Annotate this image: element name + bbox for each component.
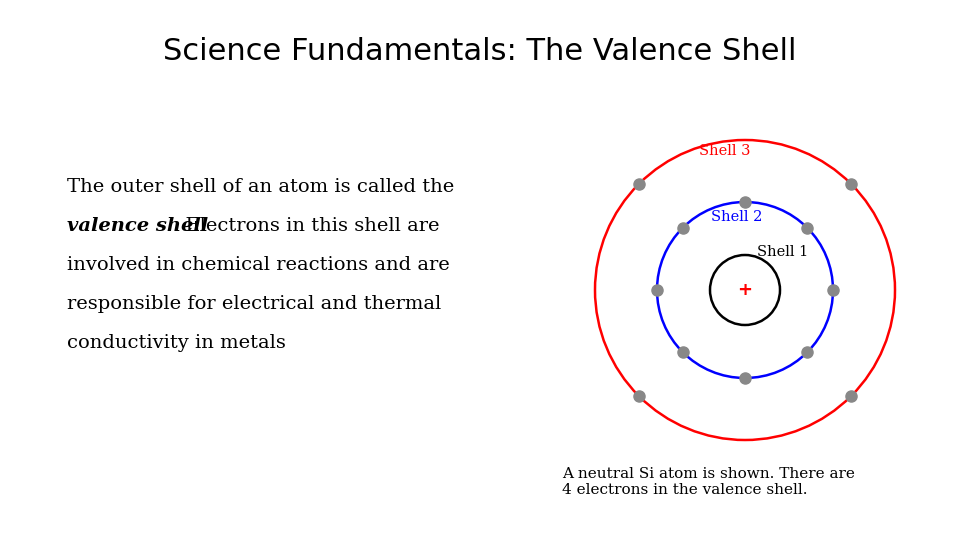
Text: The outer shell of an atom is called the: The outer shell of an atom is called the: [67, 178, 454, 196]
Text: Shell 3: Shell 3: [699, 144, 751, 158]
Text: Shell 1: Shell 1: [757, 245, 808, 259]
Text: involved in chemical reactions and are: involved in chemical reactions and are: [67, 256, 450, 274]
Text: . Electrons in this shell are: . Electrons in this shell are: [173, 217, 440, 235]
Text: Shell 2: Shell 2: [711, 210, 762, 224]
Text: A neutral Si atom is shown. There are
4 electrons in the valence shell.: A neutral Si atom is shown. There are 4 …: [562, 467, 854, 497]
Text: conductivity in metals: conductivity in metals: [67, 334, 286, 352]
Text: valence shell: valence shell: [67, 217, 208, 235]
Text: responsible for electrical and thermal: responsible for electrical and thermal: [67, 295, 442, 313]
Text: Science Fundamentals: The Valence Shell: Science Fundamentals: The Valence Shell: [163, 37, 797, 66]
Text: +: +: [737, 281, 753, 299]
